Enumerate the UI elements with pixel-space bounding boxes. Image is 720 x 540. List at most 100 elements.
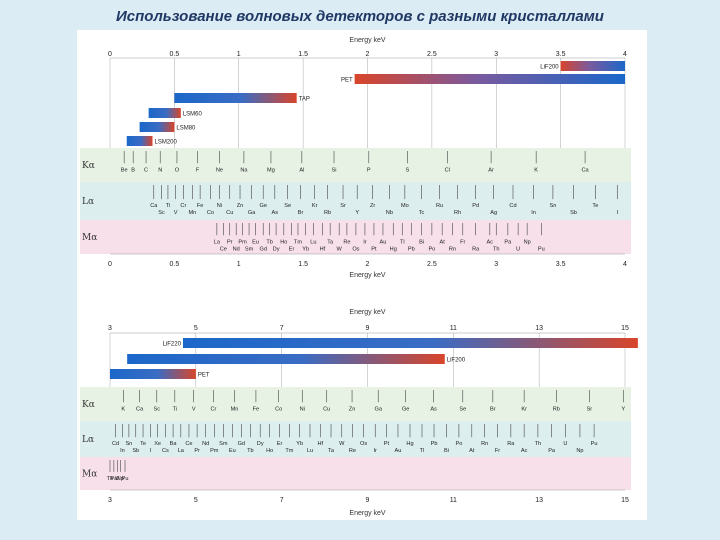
element-label-la: Tb [247, 448, 254, 454]
row-label-la: Lα [82, 197, 94, 207]
element-label-ma: Ir [363, 239, 367, 245]
element-label-ma: Pu [122, 476, 129, 482]
element-label-ka: Cr [210, 406, 216, 412]
element-label-ka: Ar [488, 167, 494, 173]
element-label-ma: Au [380, 239, 387, 245]
element-label-la: Cr [180, 203, 186, 209]
tick-label-top: 13 [535, 325, 543, 332]
element-label-ka: Fe [253, 406, 260, 412]
element-label-la: Cs [162, 448, 169, 454]
element-label-ma: Ta [327, 239, 334, 245]
band-ka [80, 148, 631, 182]
element-label-la: Zr [370, 203, 375, 209]
element-label-ma: Rn [449, 246, 456, 252]
element-label-ma: Ce [220, 246, 227, 252]
tick-label-top: 7 [280, 325, 284, 332]
element-label-la: Br [298, 210, 304, 216]
tick-label-top: 2 [366, 51, 370, 58]
element-label-la: Pb [431, 441, 438, 447]
element-label-la: Eu [229, 448, 236, 454]
crystal-bar-pet: PET [341, 74, 625, 84]
element-label-ma: Pm [238, 239, 247, 245]
crystal-label: PET [341, 78, 353, 84]
element-label-ka: Al [299, 167, 304, 173]
element-label-ma: Er [289, 246, 295, 252]
element-label-la: Tc [419, 210, 425, 216]
element-label-ka: Mn [231, 406, 239, 412]
tick-label-bottom: 3 [108, 497, 112, 504]
element-label-la: Cu [226, 210, 233, 216]
element-label-ma: Pr [227, 239, 233, 245]
element-label-ka: Mg [267, 167, 275, 173]
element-label-la: Te [592, 203, 598, 209]
tick-label-top: 4 [623, 51, 627, 58]
element-label-la: I [150, 448, 152, 454]
element-label-la: Rh [454, 210, 461, 216]
crystal-bar-fill [127, 354, 445, 364]
element-label-la: Cd [112, 441, 119, 447]
element-label-la: Os [360, 441, 367, 447]
tick-label-bottom: 9 [366, 497, 370, 504]
element-label-ka: O [175, 167, 180, 173]
crystal-bar-fill [126, 136, 153, 146]
element-label-ka: Ge [402, 406, 409, 412]
element-label-la: Pm [210, 448, 219, 454]
tick-label-bottom: 3.5 [556, 261, 566, 268]
element-label-la: Ce [185, 441, 192, 447]
element-label-la: Tl [420, 448, 425, 454]
element-label-ma: Po [428, 246, 435, 252]
crystal-label: LiF200 [540, 65, 559, 71]
element-label-ka: C [144, 167, 148, 173]
element-label-la: I [616, 210, 618, 216]
element-label-la: Ga [248, 210, 256, 216]
row-label-la: Lα [82, 435, 94, 445]
element-label-ma: Lu [310, 239, 316, 245]
element-label-ka: Rb [553, 406, 560, 412]
crystal-label: LiF220 [163, 342, 182, 348]
element-label-la: Sm [219, 441, 228, 447]
element-label-la: Mo [401, 203, 409, 209]
element-label-la: Re [349, 448, 356, 454]
band-ka [80, 387, 631, 421]
element-label-la: Cd [509, 203, 516, 209]
element-label-la: Ba [170, 441, 178, 447]
crystal-label: LSM60 [183, 112, 203, 118]
tick-label-top: 15 [621, 325, 629, 332]
element-label-ma: Pu [538, 246, 545, 252]
element-label-la: Ho [266, 448, 273, 454]
element-label-la: Hg [406, 441, 413, 447]
element-label-la: Np [576, 448, 583, 454]
crystal-bar-fill [182, 338, 638, 348]
element-label-ka: K [121, 406, 125, 412]
element-label-la: Ra [507, 441, 515, 447]
element-label-la: Ac [521, 448, 528, 454]
element-label-la: Er [277, 441, 283, 447]
tick-label-top: 0 [108, 51, 112, 58]
crystal-bar-lif200: LiF200 [540, 61, 625, 71]
element-label-la: V [174, 210, 178, 216]
element-label-la: Ti [166, 203, 170, 209]
crystal-bar-fill [110, 369, 196, 379]
element-label-ma: Np [524, 239, 531, 245]
crystal-label: LSM80 [176, 126, 196, 132]
element-label-ma: Pb [408, 246, 415, 252]
element-label-ka: Ni [300, 406, 305, 412]
element-label-ma: Bi [419, 239, 424, 245]
element-label-ma: Np [117, 476, 124, 482]
element-label-ma: Th [493, 246, 500, 252]
element-label-ka: Ti [173, 406, 177, 412]
tick-label-top: 1.5 [298, 51, 308, 58]
row-label-ma: Mα [82, 233, 97, 243]
element-label-ma: W [337, 246, 343, 252]
element-label-ka: Cu [323, 406, 330, 412]
element-label-la: Ag [490, 210, 497, 216]
band-la [80, 182, 631, 220]
element-label-ma: Ac [487, 239, 494, 245]
element-label-ka: F [196, 167, 200, 173]
element-label-la: Zn [237, 203, 244, 209]
element-label-la: Sn [549, 203, 556, 209]
element-label-la: As [272, 210, 279, 216]
element-label-ma: Ho [280, 239, 287, 245]
slide-title: Использование волновых детекторов с разн… [116, 8, 604, 25]
tick-label-bottom: 5 [194, 497, 198, 504]
